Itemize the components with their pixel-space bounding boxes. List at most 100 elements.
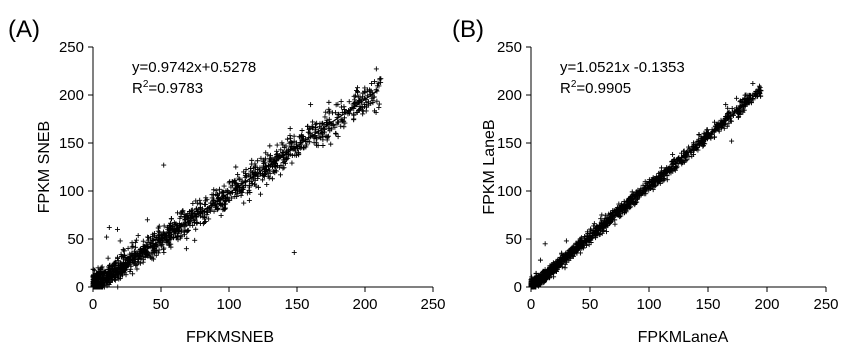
panel-b-point [584, 229, 590, 235]
panel-b-y-tick-label: 0 [514, 279, 522, 296]
panel-a-point [241, 200, 247, 206]
panel-b-point [598, 216, 604, 222]
panel-a-point [211, 208, 217, 214]
panel-b-point [712, 119, 718, 125]
panel-a-point [238, 192, 244, 198]
panel-a-point [203, 195, 209, 201]
panel-a-point [341, 107, 347, 113]
panel-a-x-tick-label: 0 [89, 296, 97, 313]
panel-b-point [753, 89, 759, 95]
panel-a-point [227, 179, 233, 185]
panel-a-point [187, 222, 193, 228]
panel-a-point [267, 143, 273, 149]
panel-a-point [354, 87, 360, 93]
panel-a-point [155, 228, 161, 234]
panel-b-point [686, 146, 692, 152]
panel-a-point [197, 206, 203, 212]
panel-a-point [306, 127, 312, 133]
panel-a-point [269, 176, 275, 182]
panel-b-point [567, 247, 573, 253]
panel-b-point [599, 212, 605, 218]
panel-a-point [122, 253, 128, 259]
panel-b-point [542, 241, 548, 247]
panel-a-point [128, 263, 134, 269]
panel-b-point [656, 170, 662, 176]
panel-b: (B) 0 50 100 150 200 250 0 50 100 150 200 250 y=1.… [452, 16, 839, 346]
panel-a-point [369, 95, 375, 101]
panel-a-point [310, 119, 316, 125]
panel-b-point [546, 273, 552, 279]
panel-a-point [305, 129, 311, 135]
panel-b-point [708, 135, 714, 141]
panel-a-point [183, 246, 189, 252]
panel-a-point [354, 109, 360, 115]
panel-a-point [365, 87, 371, 93]
panel-b-point [594, 224, 600, 230]
panel-a-point [113, 259, 119, 265]
panel-a-point [324, 117, 330, 123]
panel-a-point [107, 279, 113, 285]
panel-a-point [262, 156, 268, 162]
panel-a-point [291, 249, 297, 255]
panel-b-r-squared: R2=0.9905 [560, 79, 631, 97]
panel-a-point [167, 222, 173, 228]
panel-b-point [553, 268, 559, 274]
panel-a-point [104, 234, 110, 240]
panel-a-point [360, 108, 366, 114]
panel-a-point [215, 206, 221, 212]
panel-a-point [193, 226, 199, 232]
panel-b-point [601, 217, 607, 223]
panel-b-point [664, 173, 670, 179]
panel-b-label: (B) [452, 16, 484, 43]
panel-a-point [140, 245, 146, 251]
panel-b-point [716, 128, 722, 134]
panel-a-point [249, 157, 255, 163]
panel-a-point [150, 237, 156, 243]
panel-a-point [347, 110, 353, 116]
panel-a-point [171, 234, 177, 240]
panel-a-point [209, 195, 215, 201]
panel-b-point [729, 106, 735, 112]
panel-b-y-ticks: 0 50 100 150 200 250 [497, 39, 531, 296]
panel-a-point [118, 254, 124, 260]
panel-a-point [273, 168, 279, 174]
panel-b-point [656, 178, 662, 184]
panel-a-point [373, 66, 379, 72]
panel-b-x-tick-label: 50 [582, 296, 599, 313]
panel-b-point [624, 199, 630, 205]
panel-a-equation: y=0.9742x+0.5278 [132, 59, 256, 76]
panel-b-point [537, 281, 543, 287]
panel-a-point [236, 176, 242, 182]
panel-a-point [169, 216, 175, 222]
panel-a-r2-sup: 2 [143, 79, 149, 90]
panel-a-point [98, 265, 104, 271]
panel-a-point [97, 271, 103, 277]
panel-a-point [230, 182, 236, 188]
panel-a-point [265, 167, 271, 173]
panel-a-point [243, 167, 249, 173]
panel-a-y-label: FPKM SNEB [36, 121, 53, 213]
panel-a-point [260, 163, 266, 169]
panel-a-point [273, 160, 279, 166]
panel-a-point [216, 200, 222, 206]
panel-a-point [179, 209, 185, 215]
panel-a-point [143, 251, 149, 257]
panel-b-point [670, 152, 676, 158]
panel-b-point [567, 255, 573, 261]
panel-a-point [291, 133, 297, 139]
panel-a-point [132, 260, 138, 266]
panel-a-x-ticks: 0 50 100 150 200 250 [89, 287, 446, 313]
panel-b-point [562, 265, 568, 271]
panel-a-point [133, 237, 139, 243]
panel-a-point [128, 254, 134, 260]
panel-b-points [528, 80, 764, 290]
panel-a-point [357, 103, 363, 109]
panel-a-point [124, 264, 130, 270]
panel-a-point [252, 177, 258, 183]
panel-a-point [335, 111, 341, 117]
panel-a-point [170, 223, 176, 229]
panel-a-point [338, 116, 344, 122]
panel-a-y-tick-label: 50 [67, 231, 84, 248]
panel-a-point [191, 210, 197, 216]
panel-a-point [235, 172, 241, 178]
